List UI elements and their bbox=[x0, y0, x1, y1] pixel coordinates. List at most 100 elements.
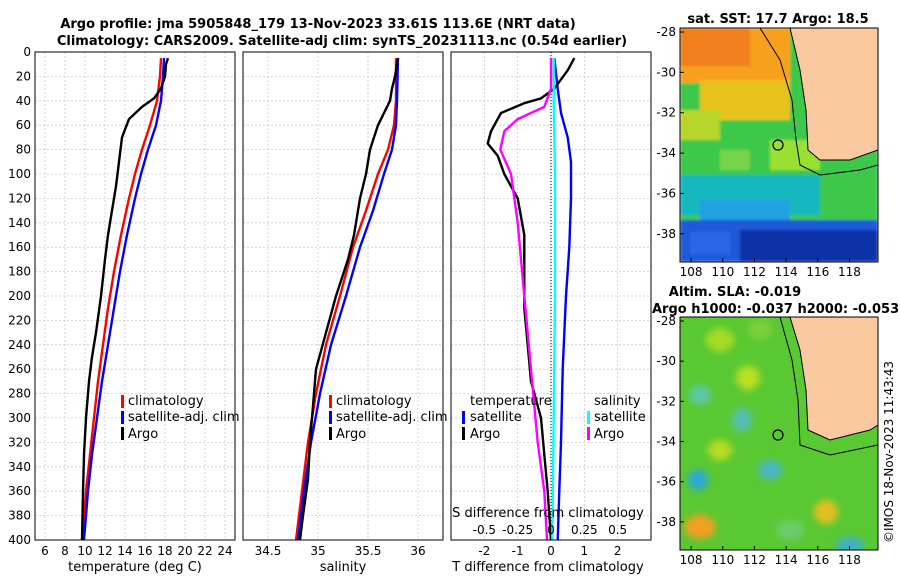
difference-panel: -2 -1 0 1 2 S difference from climatology -0… bbox=[450, 51, 652, 575]
difference-legend-salinity: salinity satellite Argo bbox=[587, 394, 646, 442]
series-argo bbox=[80, 57, 170, 540]
y-tick-label: 80 bbox=[16, 143, 31, 157]
y-tick-label: 120 bbox=[8, 191, 31, 205]
temperature-lines bbox=[80, 57, 170, 540]
legend-swatch-t-satellite bbox=[462, 411, 465, 424]
sla-map-title-line-1: Altim. SLA: -0.019 bbox=[669, 285, 801, 300]
series-argo bbox=[298, 57, 400, 540]
s-tick-label: -0.5 bbox=[473, 523, 496, 537]
sst-map-frame bbox=[679, 27, 879, 263]
salinity-tick-labels: 34.5 35 35.5 36 bbox=[255, 544, 426, 558]
y-tick-label: 400 bbox=[8, 533, 31, 547]
legend-s-satellite: satellite bbox=[594, 410, 646, 425]
temperature-axes-box bbox=[34, 51, 236, 541]
series-climatology bbox=[294, 58, 398, 540]
y-tick-label: 140 bbox=[8, 216, 31, 230]
s-diff-xlabel: S difference from climatology bbox=[452, 506, 644, 521]
map-y-tick-label: -28 bbox=[656, 25, 676, 39]
x-tick-label: 1 bbox=[581, 544, 589, 558]
legend-t-argo: Argo bbox=[470, 427, 500, 442]
x-tick-label: 0 bbox=[547, 544, 555, 558]
legend-climatology: climatology bbox=[128, 394, 204, 409]
title-line-2: Climatology: CARS2009. Satellite-adj cli… bbox=[57, 34, 627, 49]
legend-swatch-climatology bbox=[121, 395, 124, 408]
temperature-legend: climatology satellite-adj. clim Argo bbox=[121, 394, 240, 442]
salinity-axes-box bbox=[242, 51, 444, 541]
map-y-tick-label: -38 bbox=[656, 515, 676, 529]
legend-swatch-argo bbox=[329, 427, 332, 440]
legend-swatch-satellite bbox=[329, 411, 332, 424]
map-x-tick-label: 118 bbox=[838, 553, 861, 567]
map-x-tick-label: 108 bbox=[680, 553, 703, 567]
x-tick-label: 20 bbox=[177, 544, 192, 558]
map-y-tick-label: -34 bbox=[656, 435, 676, 449]
sla-map-title-line-2: Argo h1000: -0.037 h2000: -0.053 bbox=[652, 302, 899, 317]
x-tick-label: 16 bbox=[137, 544, 152, 558]
legend-swatch-s-satellite bbox=[587, 411, 590, 424]
x-tick-label: 2 bbox=[614, 544, 622, 558]
y-tick-label: 0 bbox=[23, 45, 31, 59]
legend-swatch-satellite bbox=[121, 411, 124, 424]
sst-map-field bbox=[680, 28, 878, 262]
y-tick-label: 100 bbox=[8, 167, 31, 181]
y-tick-label: 340 bbox=[8, 460, 31, 474]
t-diff-xlabel: T difference from climatology bbox=[451, 560, 644, 575]
x-tick-label: 35 bbox=[310, 544, 325, 558]
map-x-tick-label: 114 bbox=[775, 265, 798, 279]
map-y-tick-label: -32 bbox=[656, 106, 676, 120]
x-tick-label: 10 bbox=[77, 544, 92, 558]
difference-axes-box bbox=[450, 51, 652, 541]
map-x-tick-label: 116 bbox=[806, 553, 829, 567]
salinity-grid bbox=[243, 51, 443, 541]
t-diff-tick-labels: -2 -1 0 1 2 bbox=[478, 544, 621, 558]
temperature-xlabel: temperature (deg C) bbox=[68, 560, 202, 575]
map-y-tick-label: -36 bbox=[656, 186, 676, 200]
s-tick-label: 0 bbox=[547, 523, 555, 537]
legend-salinity-heading: salinity bbox=[594, 394, 641, 409]
legend-argo: Argo bbox=[336, 427, 366, 442]
sla-map-ticks: 108 110 112 114 116 118 -28 -30 -32 -34 -36 -38 bbox=[656, 314, 861, 567]
y-tick-label: 180 bbox=[8, 265, 31, 279]
legend-t-satellite: satellite bbox=[470, 410, 522, 425]
y-tick-label: 260 bbox=[8, 362, 31, 376]
legend-swatch-s-argo bbox=[587, 427, 590, 440]
map-x-tick-label: 116 bbox=[806, 265, 829, 279]
x-tick-label: 35.5 bbox=[355, 544, 382, 558]
y-tick-label: 160 bbox=[8, 240, 31, 254]
map-y-tick-label: -30 bbox=[656, 65, 676, 79]
x-tick-label: 18 bbox=[157, 544, 172, 558]
map-x-tick-label: 114 bbox=[775, 553, 798, 567]
y-tick-label: 380 bbox=[8, 509, 31, 523]
sla-map-panel: Altim. SLA: -0.019 Argo h1000: -0.037 h2… bbox=[652, 285, 899, 567]
x-tick-label: -2 bbox=[478, 544, 490, 558]
y-tick-label: 220 bbox=[8, 313, 31, 327]
legend-satellite: satellite-adj. clim bbox=[336, 410, 448, 425]
temperature-grid bbox=[35, 51, 235, 541]
map-x-tick-label: 108 bbox=[680, 265, 703, 279]
map-x-tick-label: 110 bbox=[711, 265, 734, 279]
legend-swatch-argo bbox=[121, 427, 124, 440]
sst-map-panel: sat. SST: 17.7 Argo: 18.5 108 110 112 114 bbox=[656, 12, 879, 279]
map-y-tick-label: -38 bbox=[656, 227, 676, 241]
map-y-tick-label: -34 bbox=[656, 146, 676, 160]
s-tick-label: -0.25 bbox=[502, 523, 533, 537]
y-tick-label: 60 bbox=[16, 118, 31, 132]
map-x-tick-label: 110 bbox=[711, 553, 734, 567]
sst-argo-marker bbox=[772, 139, 784, 151]
map-y-tick-label: -28 bbox=[656, 314, 676, 328]
y-tick-label: 20 bbox=[16, 69, 31, 83]
series-satellite-adj-clim bbox=[296, 58, 400, 540]
legend-climatology: climatology bbox=[336, 394, 412, 409]
x-tick-label: 14 bbox=[117, 544, 132, 558]
x-tick-label: 24 bbox=[217, 544, 232, 558]
x-tick-label: 36 bbox=[410, 544, 425, 558]
watermark: ©IMOS 18-Nov-2023 11:43:43 bbox=[882, 361, 896, 543]
salinity-xlabel: salinity bbox=[320, 560, 367, 575]
x-tick-label: 34.5 bbox=[255, 544, 282, 558]
s-tick-label: 0.25 bbox=[571, 523, 598, 537]
sst-map-ticks: 108 110 112 114 116 118 -28 -30 -32 -34 -36 -38 bbox=[656, 25, 861, 279]
x-tick-label: -1 bbox=[512, 544, 524, 558]
title-line-1: Argo profile: jma 5905848_179 13-Nov-202… bbox=[60, 17, 575, 32]
x-tick-label: 6 bbox=[41, 544, 49, 558]
